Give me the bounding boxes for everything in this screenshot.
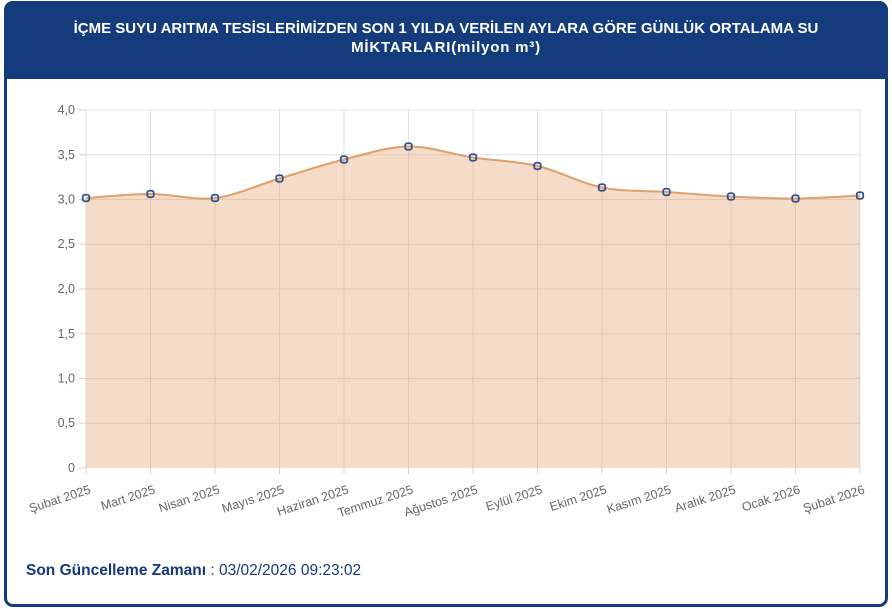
svg-text:Eylül 2025: Eylül 2025	[484, 483, 544, 514]
svg-text:Ağustos 2025: Ağustos 2025	[402, 483, 479, 520]
svg-text:Şubat 2025: Şubat 2025	[27, 483, 92, 516]
svg-text:Şubat 2026: Şubat 2026	[801, 483, 866, 516]
svg-text:2,5: 2,5	[58, 237, 75, 251]
svg-text:Kasım 2025: Kasım 2025	[605, 483, 673, 517]
svg-text:2,0: 2,0	[58, 282, 75, 296]
svg-text:Nisan 2025: Nisan 2025	[157, 483, 222, 516]
svg-text:Aralık 2025: Aralık 2025	[673, 483, 738, 516]
svg-text:3,5: 3,5	[58, 148, 75, 162]
svg-text:1,0: 1,0	[58, 372, 75, 386]
svg-text:3,0: 3,0	[58, 193, 75, 207]
svg-text:Ocak 2026: Ocak 2026	[740, 483, 802, 515]
svg-text:4,0: 4,0	[58, 103, 75, 117]
svg-text:Ekim 2025: Ekim 2025	[548, 483, 609, 515]
svg-text:0: 0	[68, 461, 75, 475]
svg-text:Mart 2025: Mart 2025	[99, 483, 157, 514]
svg-text:0,5: 0,5	[58, 416, 75, 430]
svg-text:1,5: 1,5	[58, 327, 75, 341]
